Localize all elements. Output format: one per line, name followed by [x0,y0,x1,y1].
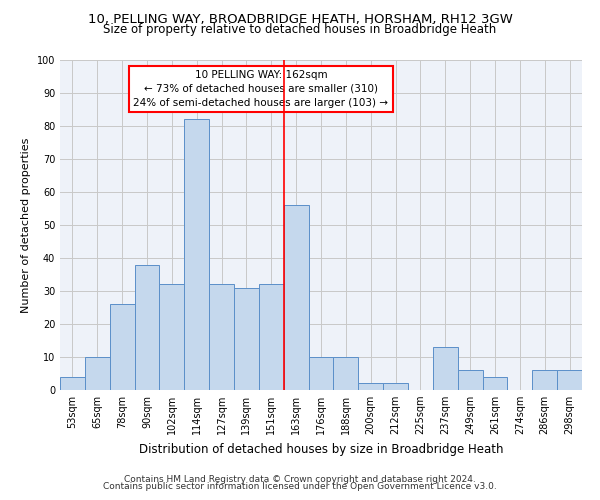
Text: Size of property relative to detached houses in Broadbridge Heath: Size of property relative to detached ho… [103,22,497,36]
Bar [134,264,160,390]
X-axis label: Distribution of detached houses by size in Broadbridge Heath: Distribution of detached houses by size … [139,442,503,456]
Text: Contains public sector information licensed under the Open Government Licence v3: Contains public sector information licen… [103,482,497,491]
Bar [557,370,582,390]
Bar [110,304,134,390]
Bar [234,288,259,390]
Bar [433,347,458,390]
Bar [308,357,334,390]
Bar [458,370,482,390]
Bar [85,357,110,390]
Text: 10 PELLING WAY: 162sqm
← 73% of detached houses are smaller (310)
24% of semi-de: 10 PELLING WAY: 162sqm ← 73% of detached… [133,70,388,108]
Text: 10, PELLING WAY, BROADBRIDGE HEATH, HORSHAM, RH12 3GW: 10, PELLING WAY, BROADBRIDGE HEATH, HORS… [88,12,512,26]
Bar [259,284,284,390]
Bar [284,205,308,390]
Bar [184,120,209,390]
Bar [383,384,408,390]
Bar [60,377,85,390]
Bar [334,357,358,390]
Bar [482,377,508,390]
Bar [358,384,383,390]
Bar [532,370,557,390]
Bar [160,284,184,390]
Y-axis label: Number of detached properties: Number of detached properties [21,138,31,312]
Text: Contains HM Land Registry data © Crown copyright and database right 2024.: Contains HM Land Registry data © Crown c… [124,475,476,484]
Bar [209,284,234,390]
